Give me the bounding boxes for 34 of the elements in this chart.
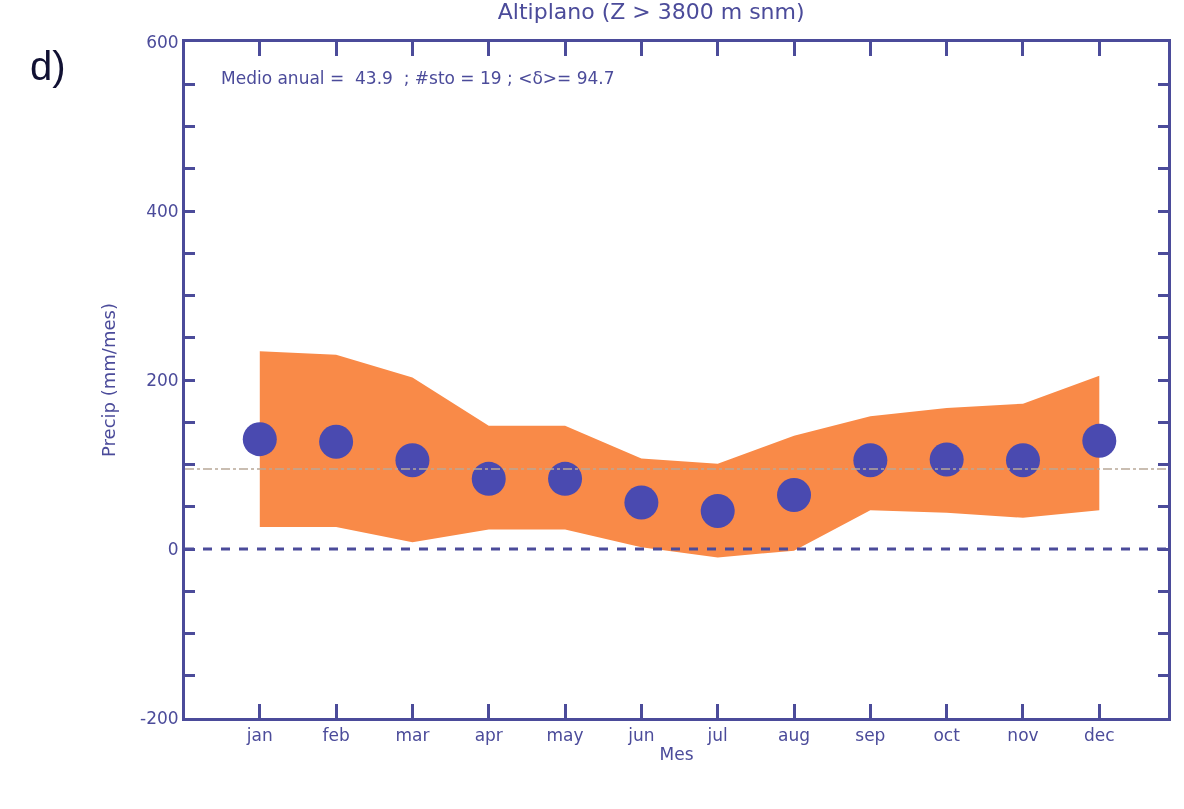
annotation: Medio anual = 43.9 ; #sto = 19 ; <δ>= 94.7 [221, 68, 615, 88]
y-tick-label: 400 [146, 200, 179, 221]
point [471, 461, 506, 496]
x-tick-label: sep [855, 725, 886, 746]
y-axis-title: Precip (mm/mes) [98, 303, 120, 457]
point [929, 442, 964, 477]
point [1006, 443, 1040, 478]
x-tick-label: dec [1084, 725, 1115, 746]
x-tick-label: feb [322, 725, 350, 746]
x-tick-label: jul [706, 725, 728, 746]
point [319, 424, 354, 459]
x-tick-label: nov [1007, 725, 1039, 746]
point [395, 443, 430, 478]
y-tick-label: -200 [140, 707, 179, 728]
x-tick-label: aug [778, 725, 811, 746]
x-tick-label: apr [474, 725, 503, 746]
text: d) [30, 44, 66, 88]
x-tick-label: jun [627, 725, 655, 746]
x-axis-title: Mes [659, 743, 694, 764]
point [1082, 423, 1117, 458]
x-tick-label: mar [395, 725, 430, 746]
chart-title: Altiplano (Z > 3800 m snm) [497, 0, 805, 25]
y-tick-label: 600 [146, 31, 179, 52]
point [777, 477, 812, 512]
y-tick-label: 200 [146, 369, 179, 390]
point [624, 485, 659, 520]
y-tick-label: 0 [167, 538, 179, 559]
point [700, 493, 735, 528]
x-tick-label: oct [933, 725, 961, 746]
x-tick-label: may [546, 725, 584, 746]
point [853, 443, 888, 478]
point [548, 461, 583, 496]
point [242, 422, 277, 457]
x-tick-label: jan [245, 725, 273, 746]
